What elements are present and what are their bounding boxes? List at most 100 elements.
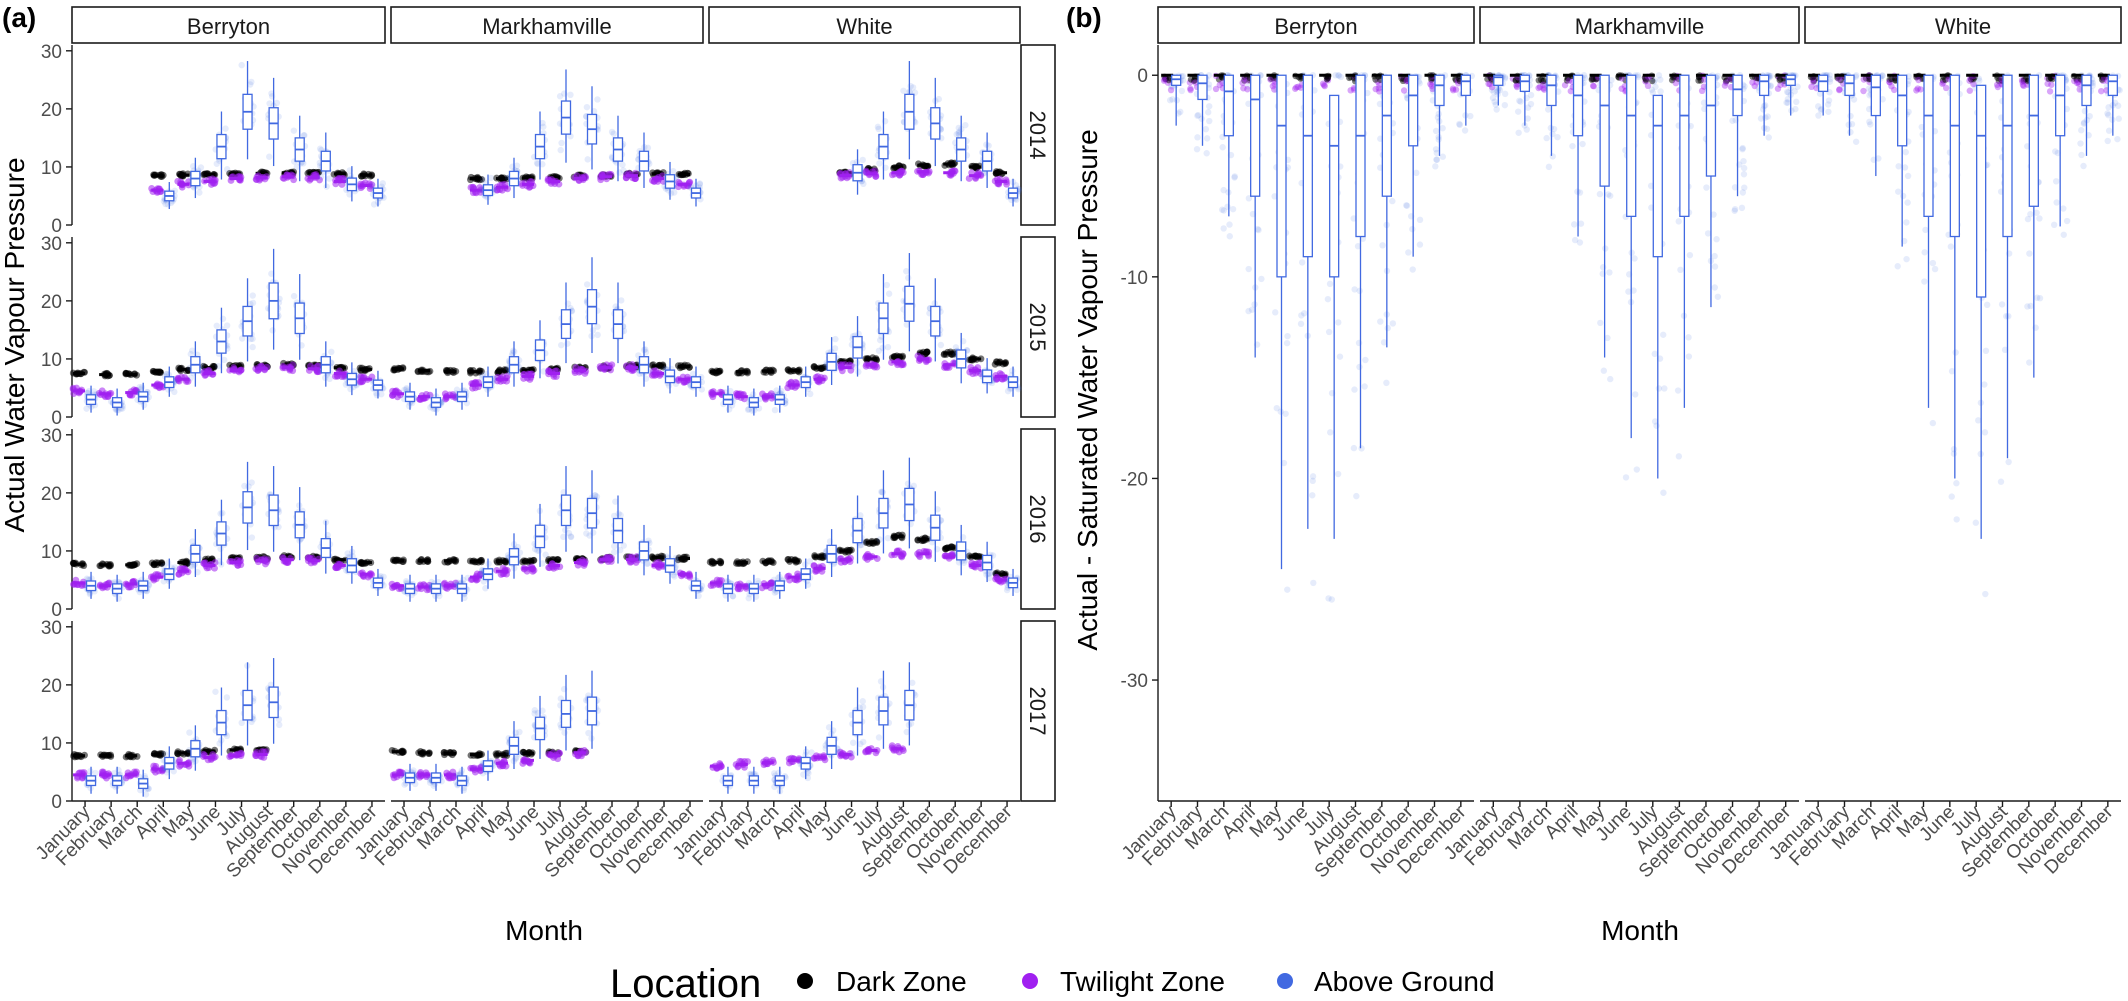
point-above-ground xyxy=(955,124,962,132)
point-above-ground xyxy=(346,191,353,198)
point-above-ground xyxy=(859,156,866,164)
point-above-ground xyxy=(565,529,573,537)
point-above-ground xyxy=(558,139,565,147)
point-above-ground xyxy=(937,341,945,349)
strip-label-year-2014: 2014 xyxy=(1025,111,1050,160)
point-above-ground xyxy=(535,547,543,555)
point-above-ground xyxy=(583,530,590,537)
ytick-label-a-0-0: 0 xyxy=(51,216,62,237)
point-above-ground xyxy=(592,492,599,499)
point-above-ground xyxy=(516,728,523,736)
ytick-label-a-3-20: 20 xyxy=(41,676,62,697)
ytick-label-a-0-20: 20 xyxy=(41,100,62,121)
point-above-ground xyxy=(290,292,298,300)
point-above-ground xyxy=(583,281,591,288)
panel-a-markhamville-2017 xyxy=(388,670,602,794)
point-above-ground xyxy=(907,520,914,528)
point-above-ground xyxy=(618,297,625,304)
point-above-ground xyxy=(164,559,172,566)
point-above-ground xyxy=(1012,182,1020,189)
point-above-ground xyxy=(217,545,224,553)
strip-label-a-markhamville: Markhamville xyxy=(482,14,612,39)
point-above-ground xyxy=(903,268,910,275)
point-above-ground xyxy=(247,81,254,88)
point-above-ground xyxy=(855,368,862,376)
point-above-ground xyxy=(531,710,538,717)
point-above-ground xyxy=(379,180,387,187)
point-above-ground xyxy=(215,362,222,370)
point-above-ground xyxy=(670,167,677,175)
point-above-ground xyxy=(219,509,226,517)
point-above-ground xyxy=(196,189,203,196)
ytick-label-a-3-10: 10 xyxy=(41,734,62,755)
panel-a-markhamville-2016 xyxy=(388,466,706,602)
point-above-ground xyxy=(540,123,547,130)
point-above-ground xyxy=(162,200,169,208)
point-above-ground xyxy=(223,322,231,329)
point-above-ground xyxy=(316,145,324,152)
panel-a-white-2017 xyxy=(709,662,919,795)
point-above-ground xyxy=(876,536,883,543)
strip-label-year-2016: 2016 xyxy=(1025,495,1050,544)
point-above-ground xyxy=(370,201,378,208)
point-above-ground xyxy=(273,99,281,107)
ytick-label-a-1-20: 20 xyxy=(41,292,62,313)
ytick-label-a-0-10: 10 xyxy=(41,158,62,179)
point-above-ground xyxy=(558,341,565,349)
point-above-ground xyxy=(879,344,886,352)
point-above-ground xyxy=(860,180,867,188)
point-above-ground xyxy=(557,146,564,154)
point-above-ground xyxy=(222,125,229,132)
point-above-ground xyxy=(326,375,333,383)
point-above-ground xyxy=(853,158,861,166)
point-above-ground xyxy=(540,368,547,375)
strip-label-a-berryton: Berryton xyxy=(187,14,270,39)
point-above-ground xyxy=(115,766,122,774)
point-above-ground xyxy=(583,103,591,111)
ytick-label-a-2-0: 0 xyxy=(51,600,62,621)
ytick-label-a-0-30: 30 xyxy=(41,42,62,63)
point-above-ground xyxy=(905,274,912,282)
point-above-ground xyxy=(594,96,601,103)
point-above-ground xyxy=(378,391,385,398)
strip-label-a-white: White xyxy=(836,14,892,39)
point-above-ground xyxy=(212,688,219,695)
point-above-ground xyxy=(266,153,273,160)
point-above-ground xyxy=(186,729,193,736)
ytick-label-a-1-30: 30 xyxy=(41,234,62,255)
point-above-ground xyxy=(900,87,907,94)
point-above-ground xyxy=(268,93,276,100)
point-above-ground xyxy=(620,167,627,174)
point-above-ground xyxy=(290,127,298,134)
point-above-ground xyxy=(556,93,564,100)
point-above-ground xyxy=(616,169,623,176)
ytick-label-a-2-10: 10 xyxy=(41,542,62,563)
point-above-ground xyxy=(223,694,231,701)
point-above-ground xyxy=(955,130,962,137)
ytick-label-a-2-30: 30 xyxy=(41,426,62,447)
strip-label-year-2015: 2015 xyxy=(1025,303,1050,352)
point-above-ground xyxy=(513,162,521,169)
point-above-ground xyxy=(219,315,227,322)
strip-a-markhamville xyxy=(390,6,704,44)
strip-year-2015 xyxy=(1020,236,1056,418)
point-above-ground xyxy=(317,173,325,181)
strip-a-berryton xyxy=(71,6,386,44)
point-above-ground xyxy=(907,82,914,90)
point-above-ground xyxy=(885,290,893,297)
strip-year-2016 xyxy=(1020,428,1056,610)
point-above-ground xyxy=(778,387,785,395)
ytick-label-a-3-0: 0 xyxy=(51,792,62,813)
ytick-label-a-2-20: 20 xyxy=(41,484,62,505)
point-above-ground xyxy=(884,534,892,542)
point-above-ground xyxy=(213,160,220,167)
point-above-ground xyxy=(509,347,517,354)
point-above-ground xyxy=(249,299,257,307)
point-above-ground xyxy=(248,534,256,541)
point-above-ground xyxy=(754,577,762,585)
strip-year-2017 xyxy=(1020,620,1056,802)
point-above-ground xyxy=(953,131,960,138)
point-above-ground xyxy=(487,174,495,182)
point-above-ground xyxy=(876,160,883,167)
point-above-ground xyxy=(542,551,549,558)
